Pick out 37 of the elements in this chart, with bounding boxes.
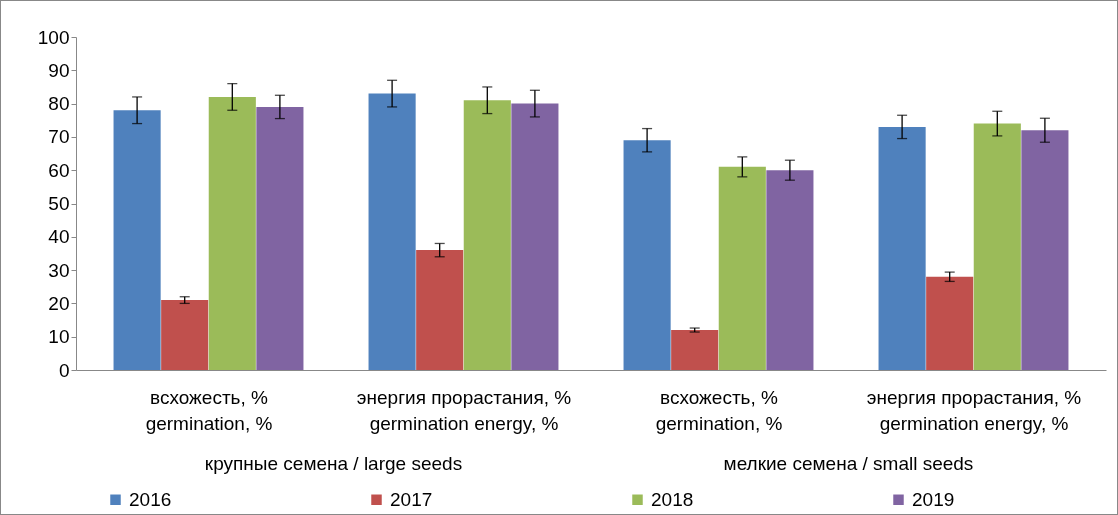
- y-tick-label: 50: [48, 193, 70, 214]
- bar: [161, 300, 209, 370]
- y-tick-label: 100: [37, 26, 70, 48]
- x-tick-label: всхожесть, % germination, %: [145, 386, 273, 434]
- y-tick-label: 60: [48, 159, 70, 181]
- bar: [463, 100, 511, 370]
- y-tick-label: 0: [58, 359, 70, 381]
- y-tick-label: 40: [48, 226, 70, 248]
- legend-label: 2016: [129, 488, 172, 510]
- bar: [416, 250, 464, 370]
- legend-label: 2017: [390, 488, 433, 510]
- y-tick-label: 70: [48, 126, 70, 148]
- bar: [973, 123, 1021, 370]
- bar: [113, 110, 161, 370]
- bar: [671, 330, 719, 370]
- y-tick-label: 80: [48, 93, 70, 115]
- bar: [208, 96, 256, 370]
- x-tick-label: всхожесть, % germination, %: [655, 386, 783, 434]
- bar: [718, 166, 766, 370]
- bar: [511, 103, 559, 370]
- bar: [1021, 130, 1069, 370]
- legend-label: 2019: [912, 488, 955, 510]
- y-tick-label: 20: [48, 292, 70, 314]
- bar: [878, 126, 926, 370]
- x-tick-label: энергия прорастания, % germination energy, %: [356, 386, 572, 434]
- bar: [926, 276, 974, 370]
- x-tick-label: энергия прорастания, % germination energy, %: [866, 386, 1082, 434]
- bar: [766, 170, 814, 370]
- bar: [256, 106, 304, 370]
- bar: [623, 140, 671, 370]
- text: мелкие семена / small seeds: [722, 453, 975, 475]
- legend-label: 2018: [651, 488, 694, 510]
- y-tick-label: 90: [48, 59, 70, 81]
- text: крупные семена / large seeds: [203, 453, 464, 475]
- y-tick-label: 30: [48, 259, 70, 281]
- bar: [368, 93, 416, 370]
- y-tick-label: 10: [48, 326, 70, 348]
